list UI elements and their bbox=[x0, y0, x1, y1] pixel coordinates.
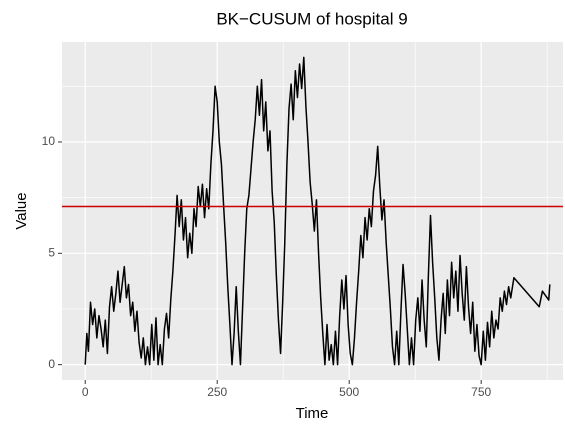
x-tick-label: 250 bbox=[207, 385, 227, 399]
y-tick-label: 10 bbox=[42, 134, 56, 148]
x-tick-label: 500 bbox=[339, 385, 359, 399]
x-axis-label: Time bbox=[296, 405, 329, 422]
y-axis-label: Value bbox=[13, 192, 30, 229]
x-tick-label: 750 bbox=[471, 385, 491, 399]
chart-title: BK−CUSUM of hospital 9 bbox=[216, 9, 407, 28]
y-tick-label: 0 bbox=[48, 357, 55, 371]
x-tick-label: 0 bbox=[82, 385, 89, 399]
series-line bbox=[84, 56, 551, 366]
y-tick-label: 5 bbox=[48, 245, 55, 259]
